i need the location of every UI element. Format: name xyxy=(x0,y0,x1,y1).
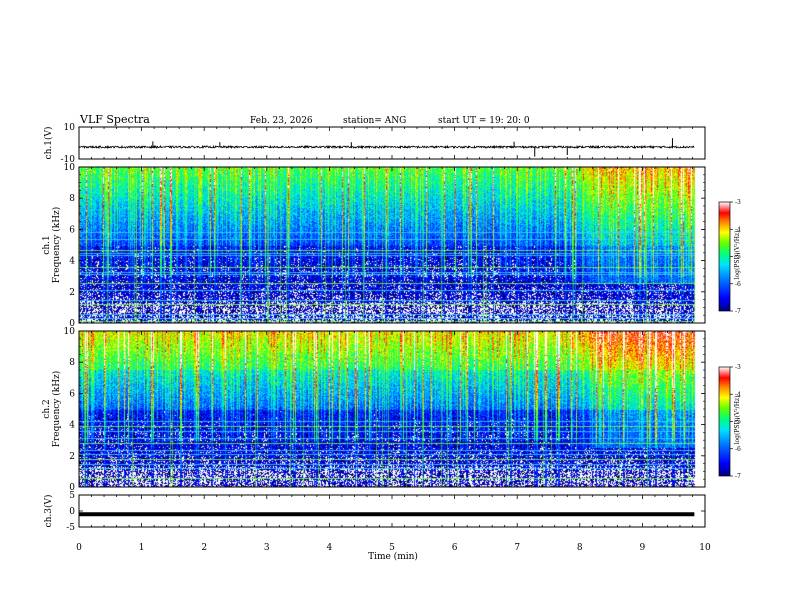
ch1-waveform-trace xyxy=(78,144,695,150)
ch1-spectrogram-ytick-label: 4 xyxy=(69,257,75,267)
ch3-waveform-ytick-label: -5 xyxy=(66,523,75,533)
x-tick-label: 2 xyxy=(201,543,207,553)
x-tick-label: 10 xyxy=(699,543,711,553)
ch2-colorbar-tick-label: -6 xyxy=(735,446,741,453)
ch1-spectrogram xyxy=(79,167,706,323)
x-tick-label: 7 xyxy=(514,543,520,553)
ch1-spectrogram-ytick-label: 2 xyxy=(69,288,75,298)
x-tick-label: 1 xyxy=(139,543,145,553)
ch1-colorbar-tick-label: -3 xyxy=(735,199,741,206)
ch2-spectrogram-ytick-label: 10 xyxy=(64,327,76,337)
ch1-spectrogram-ytick-label: 8 xyxy=(69,194,75,204)
ch3-waveform-ytick-label: 0 xyxy=(69,507,75,517)
colorbars: -3 -4 -5 -6 -7 -3 -4 -5 -6 -7 xyxy=(718,199,741,480)
ch1-spectrogram-ytick-label: 10 xyxy=(64,163,76,173)
figure-title: VLF Spectra xyxy=(79,113,150,126)
ch1-colorbar-tick-label: -5 xyxy=(735,254,741,261)
ch1-colorbar-tick-label: -7 xyxy=(735,308,741,315)
header-start-time: start UT = 19: 20: 0 xyxy=(438,116,530,126)
ch1-spectrogram-ylabel-line2: Frequency (kHz) xyxy=(51,207,62,284)
ch2-spectrogram-ytick-label: 6 xyxy=(69,389,75,399)
ch1-waveform-ytick-label: -10 xyxy=(61,155,76,165)
ch2-spectrogram-ylabel-line1: ch.2 xyxy=(42,399,52,418)
ch2-spectrogram-ytick-label: 0 xyxy=(69,483,75,493)
waveforms xyxy=(78,138,695,517)
ch1-colorbar-tick-label: -6 xyxy=(735,281,741,288)
ch2-colorbar-label: log(PSD)(V²/Hz) xyxy=(734,396,741,445)
x-tick-label: 4 xyxy=(327,543,333,553)
ch1-waveform-frame xyxy=(78,126,706,160)
ch2-spectrogram-ytick-label: 2 xyxy=(69,452,75,462)
ch2-colorbar-tick-label: -4 xyxy=(735,391,741,398)
x-tick-label: 8 xyxy=(577,543,583,553)
ch2-colorbar-tick-label: -3 xyxy=(735,364,741,371)
ch2-spectrogram-ylabel-line2: Frequency (kHz) xyxy=(51,371,62,448)
ch1-spectrogram-ytick-label: 0 xyxy=(69,319,75,329)
ch3-waveform-ytick-label: 5 xyxy=(69,491,75,501)
header-station: station= ANG xyxy=(343,116,406,126)
ch1-spectrogram-ylabel-line1: ch.1 xyxy=(42,235,52,254)
ch1-spectrogram-ytick-label: 6 xyxy=(69,225,75,235)
x-tick-label: 9 xyxy=(640,543,646,553)
ch1-waveform-ylabel: ch.1(V) xyxy=(43,127,54,160)
ch3-waveform-ylabel: ch.3(V) xyxy=(43,495,54,528)
ch2-spectrogram-ytick-label: 8 xyxy=(69,358,75,368)
ch1-colorbar-label: log(PSD)(V²/Hz) xyxy=(734,231,741,280)
ch3-waveform-frame xyxy=(78,494,706,528)
ch2-colorbar xyxy=(718,366,731,477)
ch2-colorbar-tick-label: -5 xyxy=(735,419,741,426)
ch2-spectrogram xyxy=(79,331,706,487)
x-tick-label: 3 xyxy=(264,543,270,553)
ch1-waveform-ytick-label: 10 xyxy=(64,123,76,133)
x-axis-label: Time (min) xyxy=(368,551,418,562)
x-tick-label: 6 xyxy=(452,543,458,553)
ch1-colorbar xyxy=(718,201,731,312)
header-date: Feb. 23, 2026 xyxy=(250,116,313,126)
x-tick-label: 0 xyxy=(76,543,82,553)
ch1-colorbar-tick-label: -4 xyxy=(735,226,741,233)
x-tick-label: 5 xyxy=(389,543,395,553)
ch2-colorbar-tick-label: -7 xyxy=(735,473,741,480)
ch2-spectrogram-ytick-label: 4 xyxy=(69,421,75,431)
